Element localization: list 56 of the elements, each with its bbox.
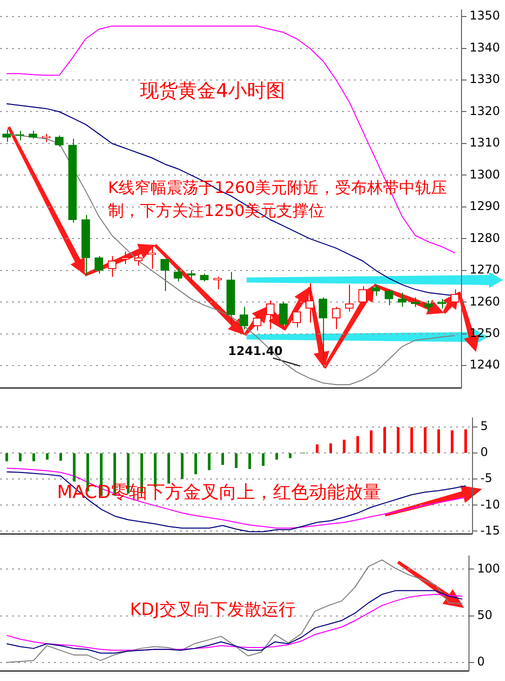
y-tick-label: 0 <box>477 654 485 669</box>
bar <box>410 427 413 453</box>
y-tick-label: 50 <box>477 608 492 622</box>
bar <box>370 430 372 453</box>
y-tick-label: 1290 <box>469 199 500 214</box>
bar <box>234 453 238 468</box>
candlestick <box>266 300 275 330</box>
bar <box>383 427 386 453</box>
y-tick-label: 1300 <box>469 167 500 182</box>
bar <box>208 453 211 470</box>
bar <box>396 427 400 453</box>
bar <box>248 453 252 470</box>
annotation: 1241.40 <box>228 343 284 360</box>
candlestick <box>318 296 328 362</box>
candlestick <box>306 282 314 324</box>
y-tick-label: -15 <box>480 523 500 538</box>
y-tick-label: -10 <box>480 497 500 512</box>
bar <box>221 453 224 465</box>
bar <box>329 443 332 453</box>
candlestick <box>2 128 11 142</box>
y-tick-label: 1240 <box>469 358 500 372</box>
annotation: KDJ交叉向下发散运行 <box>130 599 296 622</box>
candlestick <box>279 302 288 328</box>
bar <box>167 453 170 484</box>
text: 现货黄金4小时图 <box>140 79 286 104</box>
candlestick <box>252 314 262 332</box>
bar <box>72 453 76 482</box>
bar <box>180 453 184 479</box>
y-tick-label: 1270 <box>469 262 500 277</box>
y-tick-label: 1320 <box>469 104 500 118</box>
bar <box>450 430 454 453</box>
y-tick-label: 1340 <box>469 40 500 54</box>
y-tick-label: 1350 <box>469 8 500 23</box>
bar <box>437 429 440 453</box>
candlestick <box>398 292 406 308</box>
y-tick-label: 100 <box>477 561 500 576</box>
bar <box>262 453 265 466</box>
bar <box>356 436 360 453</box>
bar <box>464 429 467 453</box>
y-tick-label: 0 <box>480 445 488 460</box>
candlestick <box>120 250 130 265</box>
candlestick <box>450 288 460 306</box>
y-tick-label: 5 <box>480 419 488 434</box>
candlestick <box>371 284 380 296</box>
bar <box>194 453 198 474</box>
y-tick-label: -5 <box>480 471 492 486</box>
y-tick-label: 1280 <box>469 230 500 245</box>
y-tick-label: 1330 <box>469 72 500 86</box>
candlestick <box>15 130 24 141</box>
bar <box>316 444 319 453</box>
bar <box>342 440 346 453</box>
bar <box>424 427 426 453</box>
candlestick <box>108 256 116 278</box>
y-tick-label: 1260 <box>469 294 500 308</box>
y-tick-label: 1310 <box>469 136 500 150</box>
candlestick <box>345 284 354 312</box>
